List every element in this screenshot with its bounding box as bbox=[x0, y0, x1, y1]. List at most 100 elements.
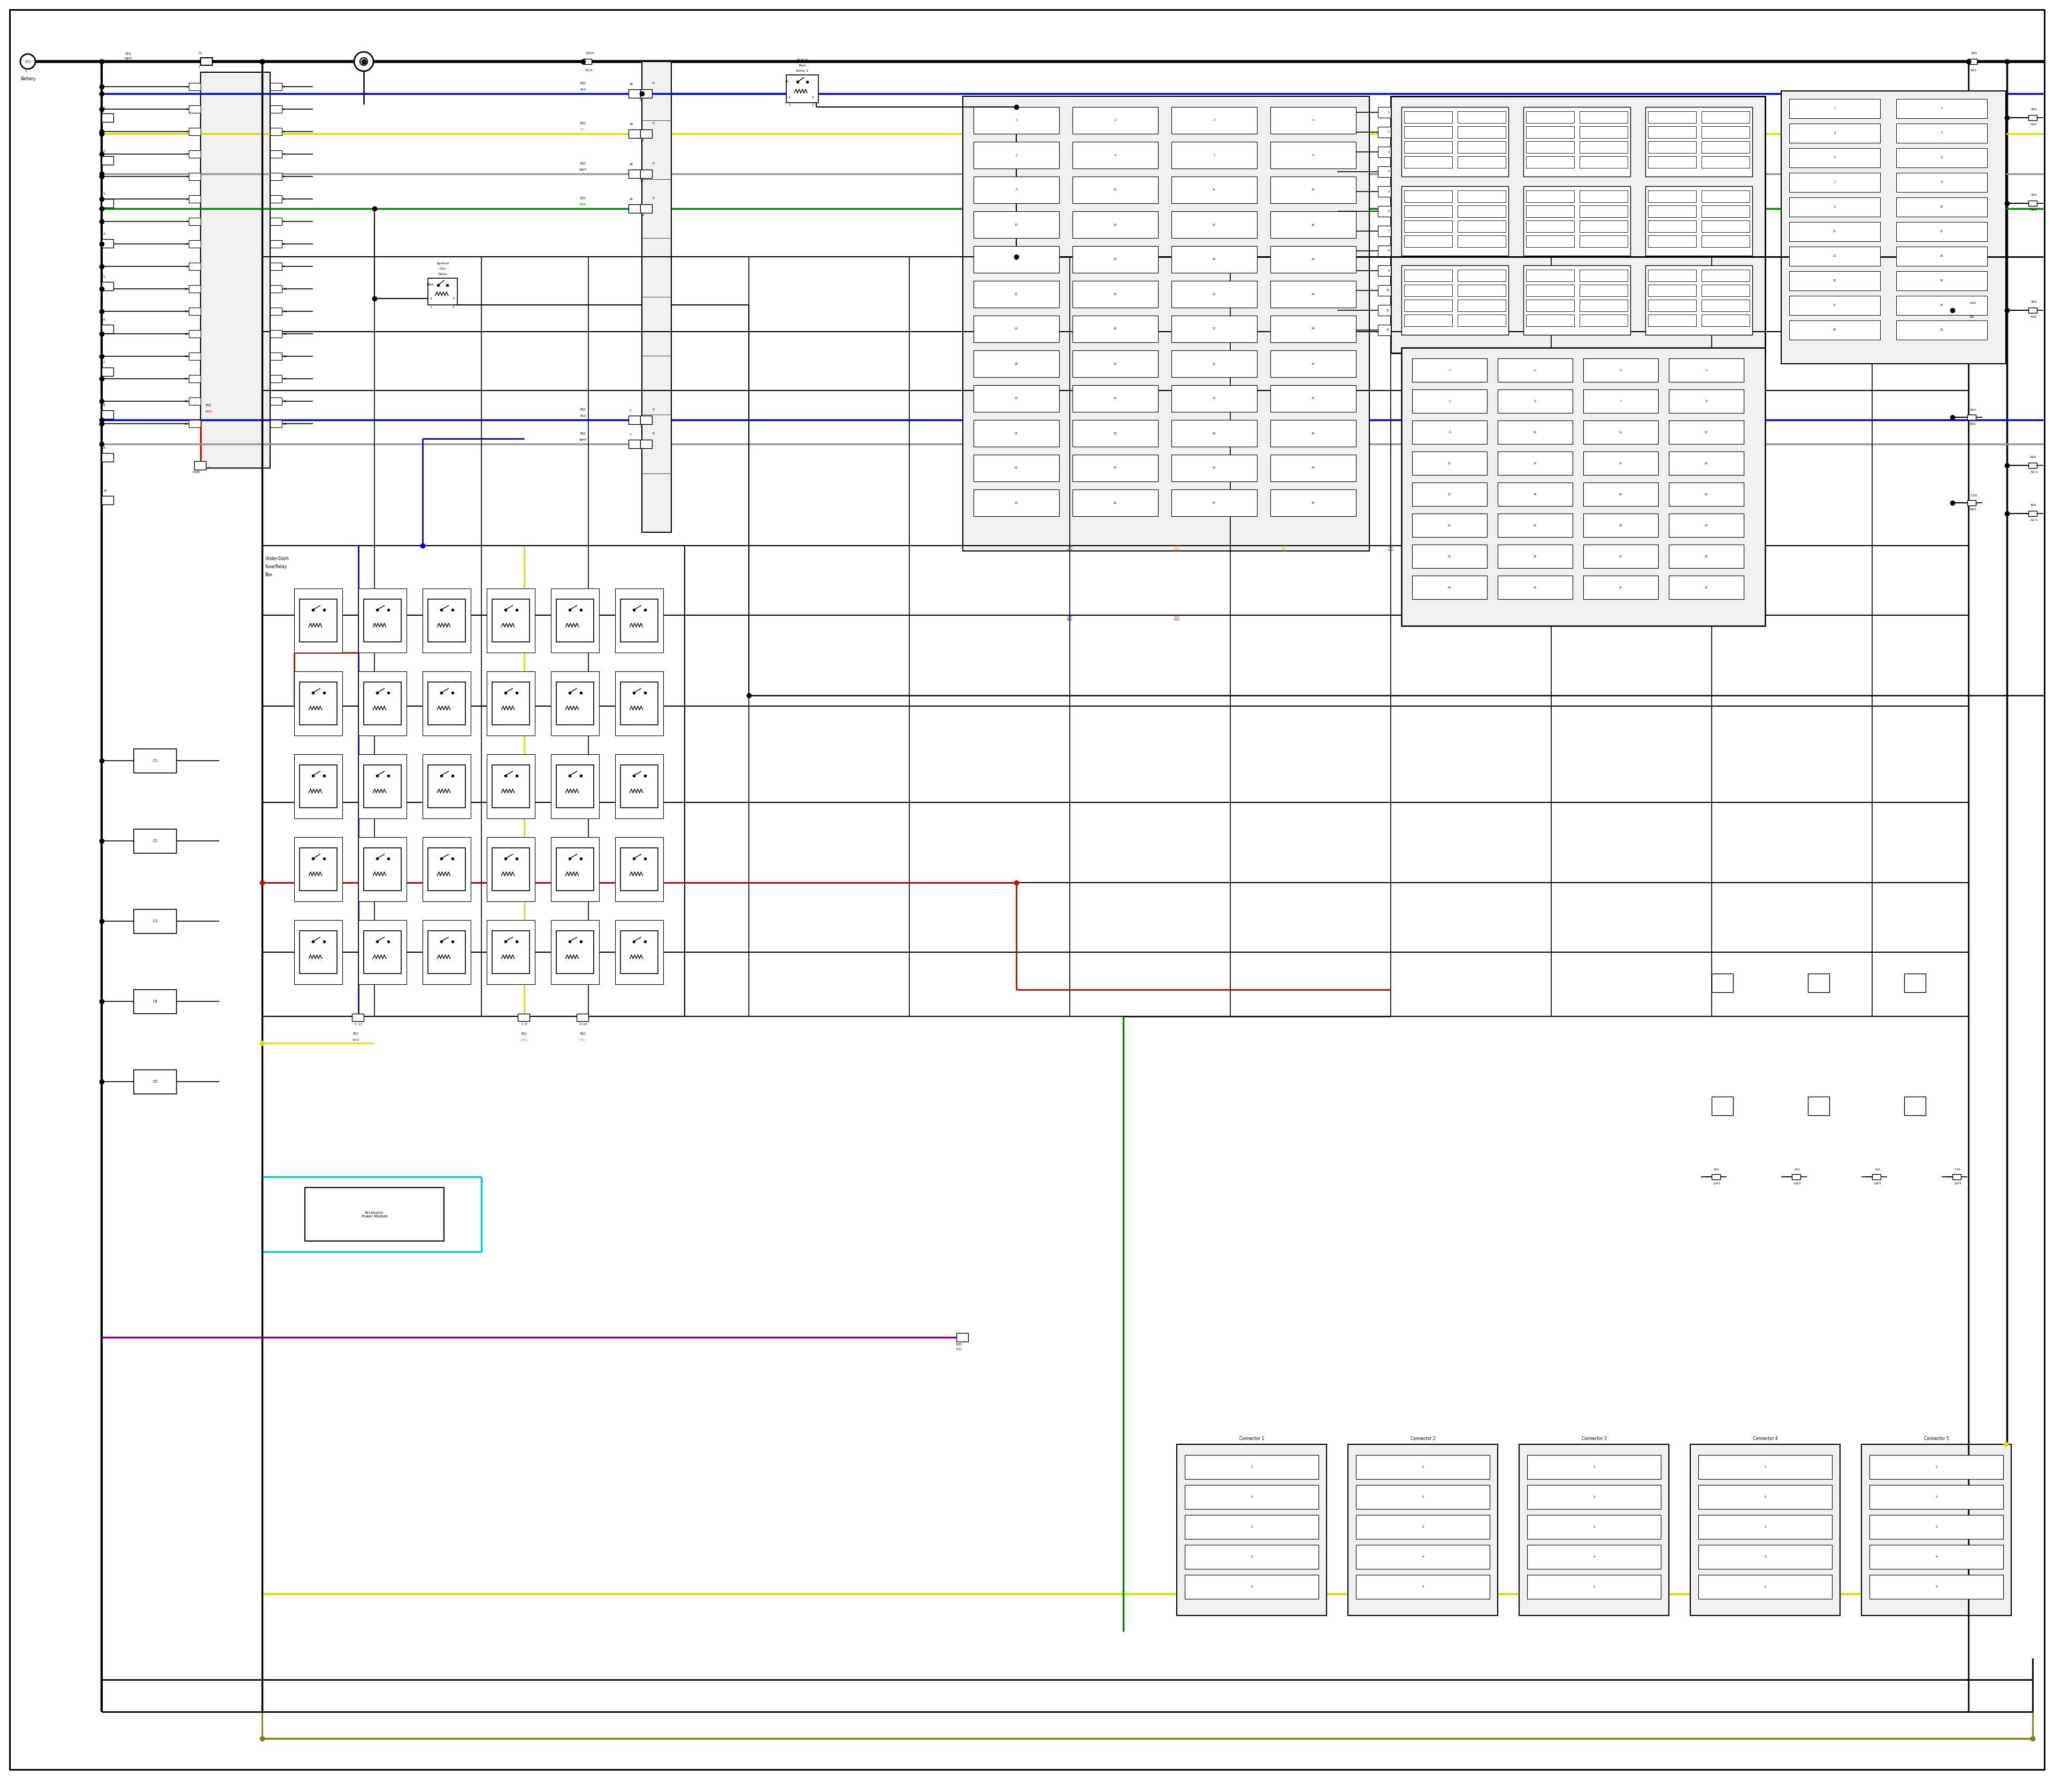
Text: Connector 3: Connector 3 bbox=[1582, 1435, 1606, 1441]
Bar bbox=[1171, 142, 1257, 168]
Text: 19: 19 bbox=[1832, 328, 1836, 332]
Text: 37: 37 bbox=[1015, 432, 1019, 435]
Bar bbox=[1968, 500, 1976, 505]
Text: C5: C5 bbox=[152, 1081, 158, 1082]
Bar bbox=[1413, 421, 1487, 444]
Bar bbox=[189, 285, 201, 292]
Bar bbox=[271, 398, 281, 405]
Bar bbox=[134, 909, 177, 934]
Circle shape bbox=[359, 57, 368, 65]
Text: 11: 11 bbox=[1832, 231, 1836, 233]
Text: 27: 27 bbox=[1212, 328, 1216, 330]
Bar bbox=[1896, 296, 1986, 315]
Bar bbox=[1458, 156, 1506, 168]
Bar bbox=[271, 195, 281, 202]
Bar bbox=[1524, 108, 1631, 177]
Bar bbox=[641, 61, 672, 532]
Text: 18: 18 bbox=[1939, 305, 1943, 306]
Text: D: D bbox=[653, 122, 655, 125]
Bar bbox=[1580, 285, 1627, 296]
Bar bbox=[271, 353, 281, 360]
Bar bbox=[1701, 125, 1750, 138]
Bar bbox=[1185, 1575, 1319, 1598]
Text: Connector 5: Connector 5 bbox=[1925, 1435, 1949, 1441]
Bar bbox=[1699, 1575, 1832, 1598]
Bar bbox=[629, 204, 641, 213]
Bar bbox=[1647, 125, 1697, 138]
Bar bbox=[1171, 281, 1257, 308]
Bar bbox=[614, 837, 663, 901]
Bar bbox=[493, 683, 530, 724]
Text: 11: 11 bbox=[1212, 188, 1216, 192]
Bar bbox=[1269, 142, 1356, 168]
Text: [EE]: [EE] bbox=[957, 1342, 963, 1346]
Bar bbox=[1580, 299, 1627, 312]
Bar bbox=[271, 217, 281, 226]
Bar bbox=[423, 588, 470, 652]
Text: 16: 16 bbox=[185, 423, 187, 425]
Text: YEL: YEL bbox=[579, 129, 585, 131]
Text: 28: 28 bbox=[1313, 328, 1315, 330]
Text: 29: 29 bbox=[1015, 362, 1019, 366]
Bar bbox=[101, 199, 113, 208]
Text: [EJ]: [EJ] bbox=[579, 82, 585, 84]
Bar bbox=[189, 398, 201, 405]
Bar bbox=[620, 848, 657, 891]
Bar bbox=[1405, 142, 1452, 152]
Bar bbox=[1668, 482, 1744, 505]
Bar bbox=[189, 195, 201, 202]
Bar bbox=[629, 439, 641, 448]
Bar bbox=[1699, 1486, 1832, 1509]
Bar bbox=[1647, 315, 1697, 326]
Bar bbox=[1269, 419, 1356, 446]
Bar bbox=[1526, 285, 1573, 296]
Bar bbox=[963, 97, 1370, 550]
Bar bbox=[1405, 269, 1452, 281]
Bar bbox=[134, 749, 177, 772]
Bar bbox=[1526, 299, 1573, 312]
Text: 10: 10 bbox=[1939, 206, 1943, 208]
Bar bbox=[1668, 421, 1744, 444]
Bar bbox=[1580, 206, 1627, 217]
Text: 100A: 100A bbox=[585, 52, 594, 54]
Text: D 10: D 10 bbox=[579, 1023, 587, 1025]
Bar bbox=[1789, 296, 1879, 315]
Bar bbox=[1497, 421, 1573, 444]
Bar bbox=[1701, 206, 1750, 217]
Bar bbox=[1580, 111, 1627, 124]
Bar bbox=[1458, 111, 1506, 124]
Bar bbox=[1789, 99, 1879, 118]
Bar bbox=[1347, 1444, 1497, 1615]
Bar bbox=[1405, 299, 1452, 312]
Bar bbox=[487, 919, 534, 984]
Text: [EJ]: [EJ] bbox=[579, 161, 585, 165]
Text: 10A: 10A bbox=[2031, 194, 2038, 197]
Bar bbox=[1896, 222, 1986, 242]
Bar bbox=[1584, 389, 1658, 412]
Text: 10: 10 bbox=[283, 287, 288, 290]
Bar bbox=[1584, 358, 1658, 382]
Bar bbox=[101, 156, 113, 165]
Text: 42: 42 bbox=[631, 197, 633, 201]
Text: B2: B2 bbox=[1970, 315, 1974, 319]
Bar bbox=[271, 285, 281, 292]
Text: 59: 59 bbox=[631, 82, 633, 86]
Bar bbox=[1701, 220, 1750, 233]
Text: LAF4: LAF4 bbox=[1955, 1183, 1962, 1185]
Bar bbox=[1177, 1444, 1327, 1615]
Text: 19: 19 bbox=[1212, 258, 1216, 262]
Bar bbox=[1668, 514, 1744, 538]
Bar bbox=[1524, 265, 1631, 335]
Text: 59: 59 bbox=[631, 124, 633, 125]
Bar bbox=[550, 588, 600, 652]
Bar bbox=[427, 683, 466, 724]
Bar bbox=[557, 930, 594, 973]
Bar bbox=[1378, 147, 1391, 158]
Bar bbox=[1808, 1097, 1830, 1115]
Text: 20: 20 bbox=[1313, 258, 1315, 262]
Bar bbox=[557, 683, 594, 724]
Bar bbox=[1356, 1545, 1489, 1570]
Bar bbox=[1171, 489, 1257, 516]
Text: WHT: WHT bbox=[125, 57, 131, 59]
Bar bbox=[1356, 1486, 1489, 1509]
